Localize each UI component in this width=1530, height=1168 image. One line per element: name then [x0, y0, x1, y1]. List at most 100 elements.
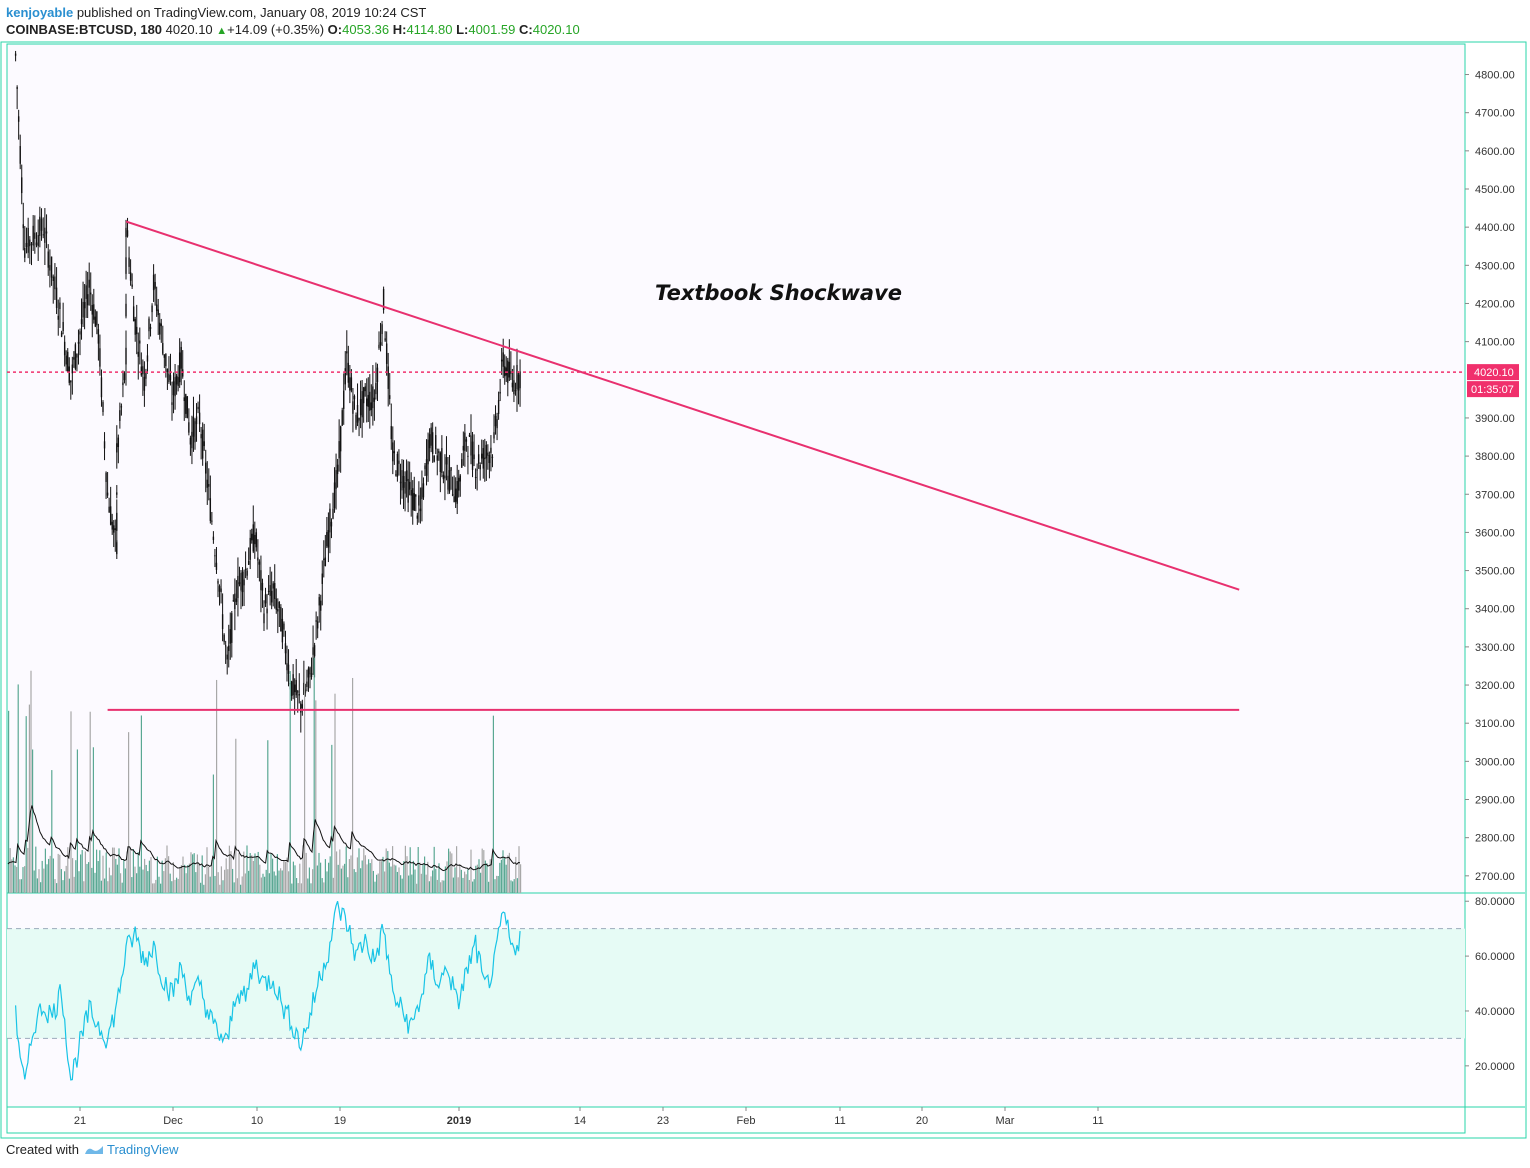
- volume-bar: [398, 867, 400, 893]
- volume-bar: [403, 861, 405, 893]
- volume-bar: [440, 882, 442, 893]
- volume-bar: [14, 865, 16, 893]
- volume-bar: [448, 848, 450, 893]
- candle-body: [73, 357, 75, 360]
- volume-bar: [68, 878, 70, 893]
- candle-body: [143, 376, 146, 391]
- volume-bar: [49, 855, 51, 893]
- volume-bar: [240, 884, 242, 893]
- volume-bar: [451, 853, 453, 893]
- volume-bar: [336, 851, 338, 893]
- candle-body: [275, 598, 277, 610]
- volume-bar: [185, 873, 187, 893]
- rsi-band: [7, 928, 1465, 1039]
- tradingview-brand[interactable]: TradingView: [106, 1142, 179, 1157]
- candle-body: [125, 303, 127, 317]
- volume-bar: [113, 847, 115, 893]
- volume-bar: [118, 848, 120, 893]
- candle-body: [54, 276, 56, 290]
- author-name[interactable]: kenjoyable: [6, 5, 74, 20]
- candle-body: [385, 343, 388, 364]
- candle-body: [324, 557, 327, 567]
- candle-body: [30, 243, 33, 245]
- volume-bar: [92, 747, 94, 893]
- volume-bar: [104, 878, 106, 893]
- candle-body: [338, 441, 340, 459]
- time-tick-label: 10: [251, 1115, 263, 1127]
- candle-body: [94, 316, 97, 327]
- volume-bar: [307, 878, 309, 893]
- volume-bar: [483, 850, 485, 893]
- volume-bar: [515, 856, 517, 893]
- volume-bar: [230, 851, 232, 893]
- candle-body: [359, 399, 362, 416]
- publication-line: kenjoyable published on TradingView.com,…: [6, 5, 426, 20]
- volume-bar: [345, 846, 347, 893]
- candle-body: [42, 234, 44, 236]
- candle-body: [270, 590, 273, 603]
- candle-body: [491, 456, 494, 458]
- volume-bar: [161, 860, 163, 893]
- volume-bar: [348, 859, 350, 893]
- candle-body: [152, 274, 155, 291]
- volume-bar: [334, 693, 336, 893]
- volume-bar: [278, 870, 280, 893]
- candle-body: [484, 457, 486, 460]
- candle-body: [76, 353, 78, 358]
- candle-body: [120, 406, 123, 408]
- candle-body: [157, 309, 159, 316]
- candle-body: [435, 435, 437, 450]
- volume-bar: [201, 855, 203, 893]
- volume-bar: [158, 876, 160, 893]
- volume-bar: [371, 859, 373, 893]
- volume-bar: [404, 845, 406, 893]
- volume-bar: [456, 846, 458, 893]
- volume-bar: [33, 870, 35, 893]
- volume-bar: [409, 847, 411, 893]
- candle-body: [223, 634, 225, 642]
- time-tick-label: 11: [834, 1115, 845, 1127]
- candle-body: [474, 476, 477, 478]
- candle-body: [453, 496, 455, 503]
- candle-body: [451, 494, 454, 496]
- volume-bar: [435, 868, 437, 893]
- volume-bar: [59, 854, 61, 893]
- candle-body: [260, 570, 262, 591]
- candle-body: [17, 116, 20, 122]
- candle-body: [63, 341, 66, 356]
- outer-border: [0, 41, 1527, 1139]
- candle-body: [330, 521, 333, 527]
- candle-body: [438, 451, 440, 453]
- volume-bar: [342, 865, 344, 893]
- candle-body: [370, 402, 373, 410]
- volume-bar: [224, 869, 226, 893]
- volume-bar: [387, 851, 389, 893]
- price-tick-label: 3400.00: [1475, 604, 1515, 616]
- candle-body: [103, 441, 106, 449]
- candle-body: [37, 235, 39, 247]
- candle-body: [168, 373, 170, 382]
- volume-bar: [227, 869, 229, 893]
- volume-bar: [204, 874, 206, 893]
- candle-body: [232, 600, 235, 602]
- volume-bar: [328, 862, 330, 893]
- candle-body: [396, 454, 399, 477]
- close-label: C:: [519, 22, 533, 37]
- candle-body: [177, 377, 179, 386]
- volume-bar: [292, 861, 294, 893]
- rsi-line: [15, 901, 521, 1081]
- volume-bar: [137, 852, 139, 893]
- candle-body: [122, 382, 124, 386]
- volume-bar: [144, 858, 146, 893]
- volume-bar: [364, 855, 366, 893]
- volume-bar: [355, 872, 357, 893]
- volume-bar: [257, 851, 259, 893]
- candle-body: [55, 287, 58, 308]
- rsi-tick-label: 40.0000: [1475, 1006, 1515, 1018]
- candle-body: [155, 304, 158, 312]
- candle-body: [307, 668, 310, 678]
- volume-bar: [331, 744, 333, 893]
- volume-bar: [241, 876, 243, 893]
- candle-body: [114, 528, 116, 531]
